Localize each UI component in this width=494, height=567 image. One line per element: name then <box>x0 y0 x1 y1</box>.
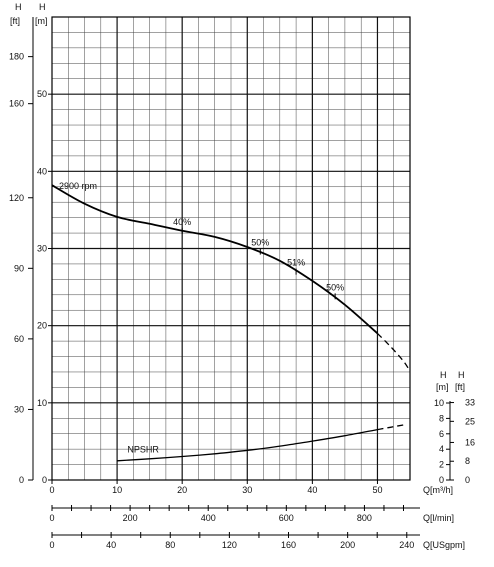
x-axis-m3h-unit: Q[m³/h] <box>423 485 453 495</box>
y-tick-m: 50 <box>37 89 47 99</box>
x-tick-lpm: 200 <box>123 513 138 523</box>
npsh-tick-m: 4 <box>439 444 444 454</box>
curve-labels: 2900 rpm NPSHR 40% 50% 51% 50% <box>59 181 344 454</box>
npsh-tick-ft: 8 <box>465 456 470 466</box>
npshr-extrapolated-curve <box>377 424 404 431</box>
x-tick-usgpm: 240 <box>399 540 414 550</box>
x-tick-usgpm: 0 <box>49 540 54 550</box>
x-tick-usgpm: 40 <box>106 540 116 550</box>
y-axis-ft-unit: [ft] <box>10 16 20 26</box>
npshr-label: NPSHR <box>127 444 159 454</box>
y-tick-m: 10 <box>37 398 47 408</box>
npsh-tick-m: 2 <box>439 460 444 470</box>
y-tick-m: 30 <box>37 244 47 254</box>
npsh-m-unit: [m] <box>436 382 449 392</box>
y-tick-ft: 60 <box>14 334 24 344</box>
x-tick-usgpm: 200 <box>340 540 355 550</box>
npsh-tick-m: 8 <box>439 413 444 423</box>
npsh-tick-ft: 16 <box>465 437 475 447</box>
efficiency-label: 50% <box>326 282 344 292</box>
x-tick-lpm: 400 <box>201 513 216 523</box>
npsh-tick-ft: 33 <box>465 398 475 408</box>
y-tick-m: 40 <box>37 166 47 176</box>
x-tick-m3h: 10 <box>112 485 122 495</box>
y-axis-ft-symbol: H <box>15 2 22 12</box>
y-tick-m: 0 <box>42 475 47 485</box>
x-tick-m3h: 30 <box>242 485 252 495</box>
npsh-tick-m: 10 <box>434 398 444 408</box>
efficiency-label: 51% <box>287 258 305 268</box>
curves <box>51 184 411 462</box>
x-axes: 0 10 20 30 40 50 Q[m³/h] 0 200 400 600 800 Q[l/min] 0… <box>49 480 465 550</box>
y-axis-npsh: H [m] H [ft] 0 2 4 6 8 10 0 8 16 25 33 <box>434 370 475 485</box>
y-tick-ft: 0 <box>19 475 24 485</box>
major-grid <box>52 17 410 480</box>
x-tick-usgpm: 80 <box>165 540 175 550</box>
npsh-tick-ft: 25 <box>465 416 475 426</box>
npsh-m-symbol: H <box>440 370 447 380</box>
x-tick-lpm: 600 <box>279 513 294 523</box>
y-tick-ft: 90 <box>14 263 24 273</box>
y-tick-ft: 160 <box>9 99 24 109</box>
head-curve <box>51 184 379 335</box>
y-axis-head-m: H [m] 0 10 20 30 40 50 <box>35 2 52 485</box>
npsh-ft-symbol: H <box>458 370 465 380</box>
x-tick-m3h: 40 <box>307 485 317 495</box>
head-extrapolated-curve <box>377 332 411 372</box>
y-axis-m-unit: [m] <box>35 16 48 26</box>
x-tick-m3h: 0 <box>49 485 54 495</box>
y-tick-m: 20 <box>37 321 47 331</box>
npsh-tick-ft: 0 <box>465 475 470 485</box>
x-tick-m3h: 50 <box>372 485 382 495</box>
y-tick-ft: 30 <box>14 404 24 414</box>
y-axis-head-ft: H [ft] 0 30 60 90 120 160 180 <box>9 2 34 485</box>
y-tick-ft: 180 <box>9 52 24 62</box>
npsh-tick-m: 6 <box>439 429 444 439</box>
speed-label: 2900 rpm <box>59 181 97 191</box>
x-tick-lpm: 800 <box>357 513 372 523</box>
x-tick-m3h: 20 <box>177 485 187 495</box>
x-tick-lpm: 0 <box>49 513 54 523</box>
efficiency-label: 50% <box>251 238 269 248</box>
x-tick-usgpm: 120 <box>222 540 237 550</box>
x-axis-usgpm-unit: Q[USgpm] <box>423 540 465 550</box>
npsh-tick-m: 0 <box>439 475 444 485</box>
efficiency-label: 40% <box>173 217 191 227</box>
npshr-curve <box>117 428 378 462</box>
y-tick-ft: 120 <box>9 193 24 203</box>
npsh-ft-unit: [ft] <box>455 382 465 392</box>
x-axis-lpm-unit: Q[l/min] <box>423 513 454 523</box>
y-axis-m-symbol: H <box>39 2 46 12</box>
x-tick-usgpm: 160 <box>281 540 296 550</box>
